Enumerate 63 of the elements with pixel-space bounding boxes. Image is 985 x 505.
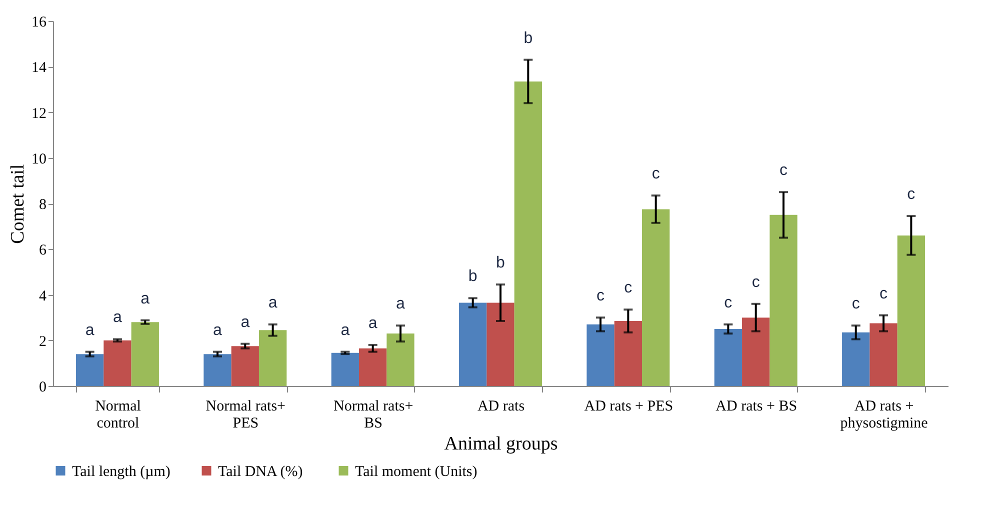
x-tick-label: AD rats + PES <box>584 398 674 414</box>
annotation: c <box>780 162 788 180</box>
bar <box>514 81 542 386</box>
y-tick-label: 10 <box>32 151 46 168</box>
bar <box>231 346 259 386</box>
annotation: c <box>724 294 732 312</box>
bar <box>642 209 670 386</box>
x-tick-label: AD rats + physostigmine <box>840 398 928 432</box>
annotation: c <box>596 288 605 305</box>
bar <box>76 354 104 386</box>
annotation: a <box>268 294 278 312</box>
x-tick-label: AD rats + BS <box>716 398 798 414</box>
annotation: a <box>368 314 378 332</box>
annotation: c <box>624 280 632 297</box>
legend-label: Tail length (µm) <box>72 464 170 480</box>
x-tick-label: AD rats <box>477 398 525 414</box>
bar <box>842 332 870 386</box>
bar <box>331 352 359 386</box>
annotation: a <box>213 322 222 339</box>
annotation: c <box>907 186 916 204</box>
annotation: a <box>113 309 122 326</box>
y-tick-label: 2 <box>39 334 46 350</box>
legend-label: Tail moment (Units) <box>355 464 478 480</box>
bar <box>204 354 232 386</box>
annotation: b <box>468 268 478 286</box>
annotation: c <box>752 274 760 291</box>
annotation: a <box>340 322 350 339</box>
bar <box>897 235 926 386</box>
y-tick-label: 6 <box>39 242 47 259</box>
bar <box>104 340 132 386</box>
y-axis-title: Comet tail <box>8 164 28 244</box>
y-tick-label: 8 <box>39 197 46 213</box>
x-tick-label: Normal rats+ PES <box>206 398 286 432</box>
annotation: a <box>240 314 250 331</box>
bar <box>486 302 514 386</box>
bar <box>459 302 487 386</box>
bar <box>386 334 414 386</box>
annotation: c <box>652 166 660 183</box>
bar <box>131 322 159 386</box>
annotation: b <box>524 30 533 47</box>
bar <box>770 214 798 386</box>
x-tick-label: Normal control <box>95 398 141 432</box>
bar <box>870 323 898 386</box>
y-tick-label: 16 <box>32 14 47 30</box>
annotation: c <box>880 285 888 302</box>
bar <box>586 324 614 386</box>
bar <box>358 348 387 386</box>
x-tick-label: Normal rats+ BS <box>333 398 414 432</box>
y-tick-label: 14 <box>32 60 47 76</box>
y-tick-label: 4 <box>39 288 47 304</box>
annotation: a <box>140 290 150 308</box>
annotation: b <box>496 254 506 272</box>
x-axis-title: Animal groups <box>444 434 558 454</box>
annotation: a <box>396 296 406 313</box>
y-tick-label: 0 <box>39 380 46 396</box>
legend-label: Tail DNA (%) <box>218 464 303 480</box>
bar <box>258 330 287 386</box>
y-tick-label: 12 <box>32 106 46 122</box>
annotation: c <box>852 296 860 313</box>
bar <box>742 318 770 386</box>
annotation: a <box>85 322 94 339</box>
bar <box>714 328 742 386</box>
bar <box>614 320 642 386</box>
